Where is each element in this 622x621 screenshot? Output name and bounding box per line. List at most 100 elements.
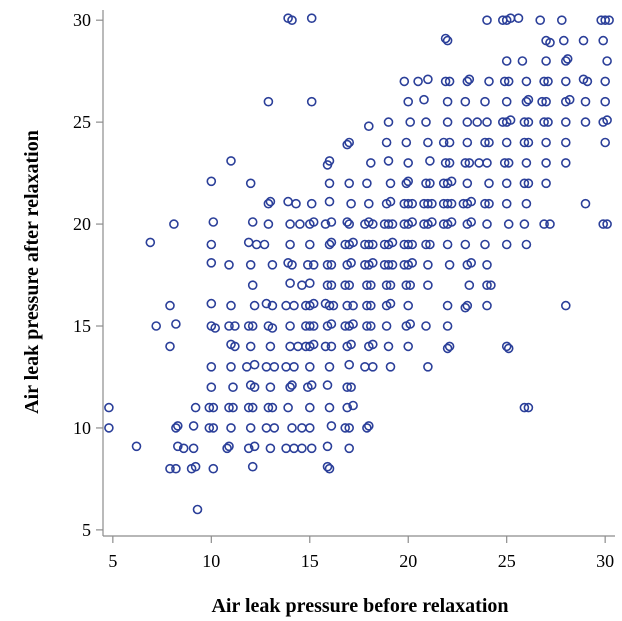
data-point (265, 443, 276, 454)
data-point (521, 198, 532, 209)
data-point (304, 278, 315, 289)
data-point (206, 382, 217, 393)
data-point (539, 219, 549, 229)
data-point (344, 423, 355, 433)
data-point (324, 361, 335, 372)
data-point (523, 402, 534, 413)
data-point (226, 300, 236, 311)
data-point (287, 423, 297, 433)
data-point (545, 37, 555, 48)
data-point (178, 443, 189, 454)
data-point (169, 219, 179, 229)
data-point (259, 239, 270, 250)
data-point (419, 94, 429, 105)
data-point (245, 423, 256, 433)
data-point (460, 158, 471, 168)
data-point (387, 259, 398, 270)
data-point (480, 198, 490, 209)
y-tick-label: 10 (73, 418, 91, 438)
data-point (513, 13, 524, 24)
data-point (423, 137, 433, 148)
data-point (210, 323, 220, 333)
data-point (462, 117, 473, 127)
data-point (171, 423, 181, 433)
data-point (263, 219, 274, 229)
data-point (501, 56, 512, 66)
data-point (362, 423, 372, 433)
data-point (423, 361, 433, 372)
data-point (173, 421, 183, 431)
data-point (462, 76, 473, 87)
data-point (251, 239, 262, 250)
data-point (249, 300, 260, 311)
data-point (245, 341, 256, 352)
data-point (304, 239, 315, 250)
data-point (206, 176, 217, 187)
data-point (204, 402, 215, 413)
data-point (560, 76, 571, 87)
data-point (348, 237, 358, 248)
data-point (556, 15, 567, 26)
data-point (363, 121, 374, 131)
data-point (326, 319, 337, 329)
data-point (348, 319, 358, 329)
data-point (291, 198, 301, 209)
data-point (519, 137, 530, 148)
data-point (537, 96, 547, 107)
data-point (188, 443, 199, 454)
data-point (405, 280, 416, 291)
data-point (560, 117, 571, 127)
data-points (104, 13, 614, 515)
data-point (472, 117, 483, 127)
data-point (346, 198, 356, 209)
data-point (523, 178, 534, 189)
x-tick-label: 15 (301, 551, 319, 571)
data-point (348, 300, 358, 311)
data-point (440, 76, 451, 87)
data-point (464, 158, 475, 168)
data-point (480, 239, 490, 250)
data-point (442, 117, 453, 127)
data-point (385, 196, 396, 207)
data-point (245, 259, 256, 270)
data-point (228, 382, 238, 393)
data-point (367, 239, 378, 250)
data-point (383, 219, 394, 229)
data-point (322, 441, 333, 452)
data-point (367, 339, 378, 350)
data-point (348, 400, 358, 411)
data-point (247, 461, 258, 472)
data-point (344, 137, 355, 148)
data-point (365, 300, 376, 311)
data-point (308, 217, 319, 227)
data-point (438, 137, 449, 148)
data-point (519, 117, 530, 127)
data-point (322, 280, 333, 291)
data-point (367, 219, 378, 229)
data-point (519, 219, 530, 229)
data-point (306, 443, 317, 454)
data-point (519, 402, 530, 413)
data-point (226, 156, 236, 166)
y-tick-label: 30 (73, 10, 91, 30)
data-point (484, 137, 494, 148)
data-point (602, 115, 612, 125)
data-point (243, 237, 254, 248)
data-point (446, 217, 457, 227)
data-point (466, 257, 477, 268)
data-point (427, 217, 437, 227)
data-point (328, 300, 339, 311)
data-point (407, 198, 418, 209)
data-point (365, 280, 376, 291)
data-point (444, 137, 455, 148)
data-point (243, 321, 254, 331)
data-point (539, 117, 549, 127)
data-point (427, 198, 437, 209)
data-point (407, 239, 418, 250)
data-point (381, 280, 392, 291)
data-point (224, 402, 234, 413)
data-point (261, 423, 272, 433)
data-point (442, 239, 453, 250)
data-point (247, 280, 258, 291)
data-point (346, 382, 356, 393)
